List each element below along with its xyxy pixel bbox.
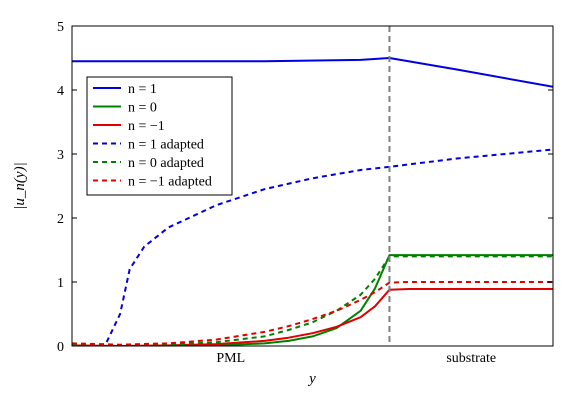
series-line-4 <box>72 255 553 346</box>
legend-box <box>86 76 233 196</box>
y-axis-label: |u_n(y)| <box>12 162 28 209</box>
y-tick-label: 3 <box>57 148 64 163</box>
legend-entry: n = 0 adapted <box>128 156 204 171</box>
series-line-1 <box>72 254 553 346</box>
legend-entry: n = −1 <box>128 119 165 134</box>
y-tick-label: 4 <box>57 84 64 99</box>
y-tick-label: 2 <box>57 212 64 227</box>
y-axis-ticks: 0 1 2 3 4 5 <box>57 20 553 355</box>
legend: n = 1 n = 0 n = −1 n = 1 adapted n = 0 adapt… <box>86 76 233 196</box>
series-line-2 <box>72 288 553 346</box>
y-tick-label: 0 <box>57 340 64 355</box>
region-label-pml: PML <box>216 351 245 366</box>
legend-entry: n = −1 adapted <box>128 175 212 190</box>
y-tick-label: 5 <box>57 20 64 35</box>
series-line-0 <box>72 57 553 88</box>
legend-entry: n = 1 adapted <box>128 138 204 153</box>
series-line-5 <box>72 281 553 346</box>
legend-entry: n = 0 <box>128 101 157 116</box>
plot-frame <box>71 25 554 347</box>
series-line-3 <box>72 148 553 346</box>
legend-entry: n = 1 <box>128 82 157 97</box>
y-tick-label: 1 <box>57 276 64 291</box>
x-axis-label: y <box>307 371 316 387</box>
region-label-substrate: substrate <box>446 351 496 366</box>
